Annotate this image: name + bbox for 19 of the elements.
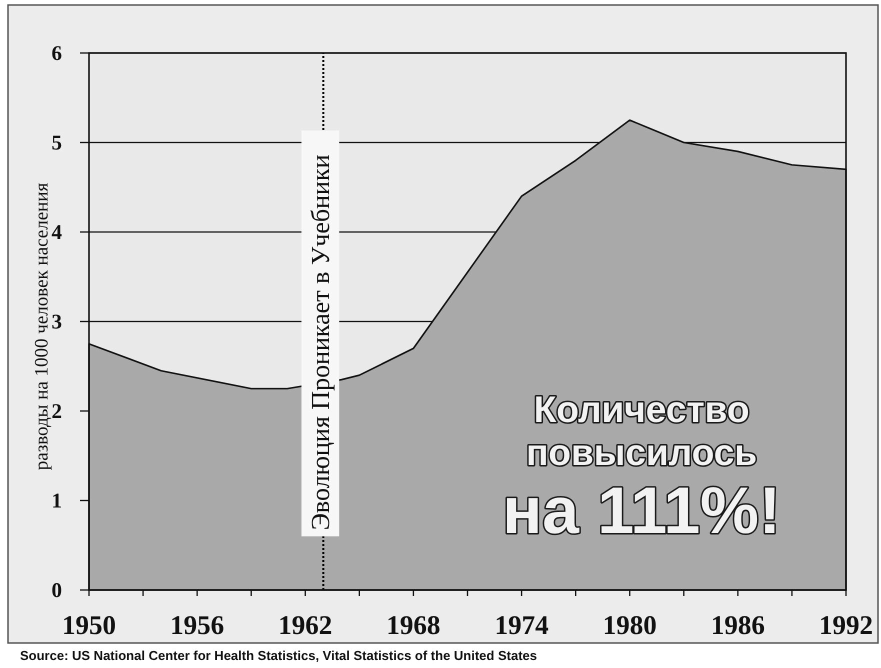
ref-line-label: Эволюция Проникает в Учебники: [306, 154, 335, 530]
x-tick-label: 1950: [62, 610, 116, 640]
x-tick-label: 1968: [386, 610, 440, 640]
x-tick-label: 1980: [602, 610, 657, 640]
y-axis-title: разводы на 1000 человек населения: [32, 182, 52, 470]
y-tick-label: 2: [52, 399, 62, 423]
x-tick-label: 1974: [494, 610, 549, 640]
y-tick-label: 4: [52, 220, 62, 244]
x-tick-label: 1962: [278, 610, 332, 640]
y-tick-label: 1: [52, 488, 62, 512]
y-tick-label: 0: [52, 578, 62, 602]
y-tick-label: 6: [52, 41, 62, 65]
annotation: Количество повысилось на 111%!: [502, 388, 781, 547]
x-tick-label: 1956: [170, 610, 224, 640]
y-tick-label: 5: [52, 130, 62, 154]
x-tick-label: 1992: [819, 610, 873, 640]
x-tick-label: 1986: [710, 610, 765, 640]
source-note: Source: US National Center for Health Statistics, Vital Statistics of the United States: [20, 648, 537, 663]
y-tick-label: 3: [52, 310, 62, 334]
